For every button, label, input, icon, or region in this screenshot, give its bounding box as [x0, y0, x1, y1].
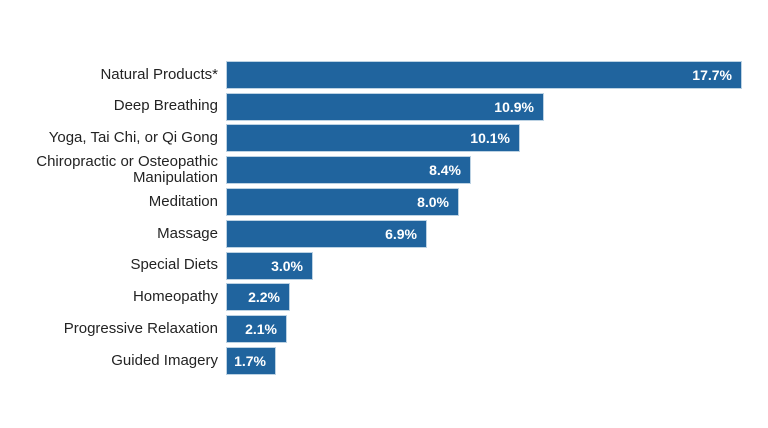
chart-row: Massage 6.9%: [0, 218, 768, 250]
category-label: Massage: [157, 224, 218, 242]
bar: 1.7%: [226, 347, 276, 376]
chart-row: Chiropractic or Osteopathic Manipulation…: [0, 152, 768, 187]
category-label: Natural Products*: [100, 65, 218, 83]
bar: 17.7%: [226, 60, 742, 89]
bar-track: 2.2%: [226, 283, 768, 312]
value-label: 1.7%: [234, 353, 266, 370]
bar: 10.1%: [226, 124, 520, 153]
bar: 8.0%: [226, 188, 459, 217]
bar-track: 17.7%: [226, 60, 768, 89]
value-label: 2.1%: [245, 321, 277, 338]
bar: 2.1%: [226, 315, 287, 344]
bar: 10.9%: [226, 92, 544, 121]
chart-row: Natural Products* 17.7%: [0, 59, 768, 91]
bar-track: 1.7%: [226, 347, 768, 376]
category-label: Homeopathy: [132, 288, 218, 306]
bar: 6.9%: [226, 219, 427, 248]
chart-row: Yoga, Tai Chi, or Qi Gong 10.1%: [0, 123, 768, 155]
chart-row: Homeopathy 2.2%: [0, 282, 768, 314]
bar: 3.0%: [226, 251, 313, 280]
value-label: 8.0%: [417, 194, 449, 211]
category-label: Guided Imagery: [111, 351, 218, 369]
chart-row: Meditation 8.0%: [0, 186, 768, 218]
bar-track: 3.0%: [226, 251, 768, 280]
chart-row: Progressive Relaxation 2.1%: [0, 313, 768, 345]
bar-track: 6.9%: [226, 219, 768, 248]
category-label: Progressive Relaxation: [63, 320, 218, 338]
value-label: 10.1%: [470, 130, 510, 147]
bar-track: 2.1%: [226, 315, 768, 344]
value-label: 6.9%: [385, 225, 417, 242]
value-label: 3.0%: [271, 257, 303, 274]
chart-row: Special Diets 3.0%: [0, 250, 768, 282]
category-label: Yoga, Tai Chi, or Qi Gong: [48, 129, 218, 147]
bar: 2.2%: [226, 283, 290, 312]
chart-row: Guided Imagery 1.7%: [0, 345, 768, 377]
category-label: Meditation: [148, 192, 218, 210]
value-label: 10.9%: [494, 98, 534, 115]
category-label: Deep Breathing: [113, 97, 218, 115]
bar-track: 10.9%: [226, 92, 768, 121]
bar: 8.4%: [226, 156, 471, 185]
value-label: 2.2%: [248, 289, 280, 306]
value-label: 17.7%: [692, 66, 732, 83]
bar-track: 8.4%: [226, 156, 768, 185]
bar-track: 10.1%: [226, 124, 768, 153]
chart-row: Deep Breathing 10.9%: [0, 91, 768, 123]
bar-track: 8.0%: [226, 188, 768, 217]
category-label: Chiropractic or Osteopathic Manipulation: [36, 152, 218, 187]
category-label: Special Diets: [130, 256, 218, 274]
value-label: 8.4%: [429, 162, 461, 179]
bar-chart: Natural Products* 17.7% Deep Breathing 10.9…: [0, 59, 768, 377]
